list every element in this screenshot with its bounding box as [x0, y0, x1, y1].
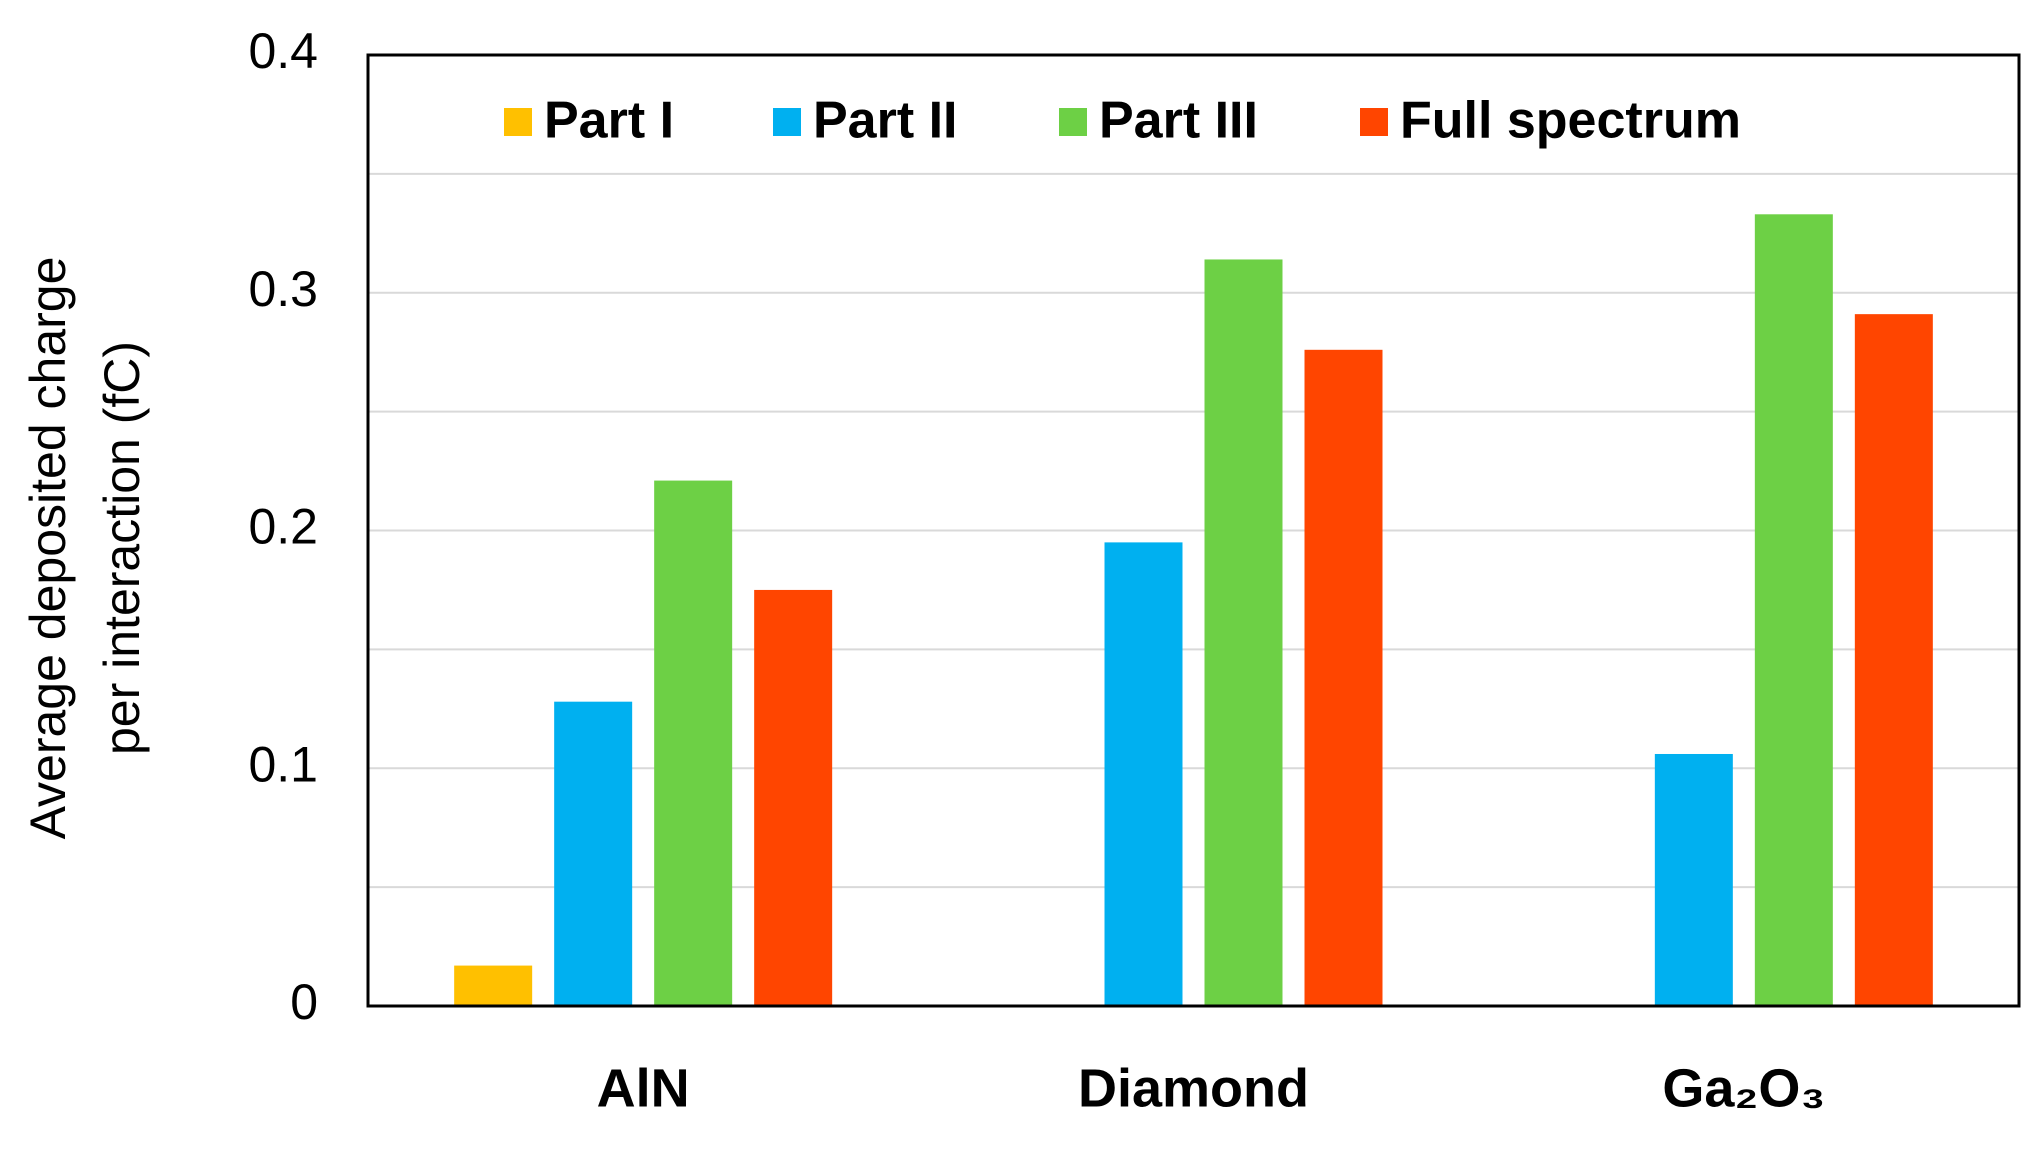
- legend-swatch: [773, 108, 801, 136]
- bar: [1104, 542, 1183, 1006]
- x-tick-label: Diamond: [1078, 1058, 1309, 1118]
- y-tick-label: 0.4: [248, 23, 318, 79]
- x-tick-label: AlN: [597, 1058, 690, 1118]
- bar: [654, 480, 733, 1006]
- legend-swatch: [1360, 108, 1388, 136]
- bar: [1754, 214, 1833, 1007]
- bar: [1654, 753, 1733, 1006]
- bar: [1304, 349, 1383, 1006]
- legend-label: Part I: [544, 92, 674, 150]
- y-tick-label: 0: [290, 974, 318, 1030]
- bar: [554, 701, 633, 1006]
- bar: [754, 589, 833, 1006]
- legend-label: Part III: [1099, 92, 1258, 150]
- bar: [1204, 259, 1283, 1007]
- legend-label: Full spectrum: [1400, 92, 1741, 150]
- legend-background: [415, 62, 1995, 170]
- y-axis-title: per interaction (fC): [94, 341, 150, 755]
- y-axis-title: Average deposited charge: [20, 257, 76, 840]
- y-tick-label: 0.3: [248, 261, 318, 317]
- plot-frame: [366, 53, 2021, 1008]
- y-tick-label: 0.1: [248, 736, 318, 792]
- legend-swatch: [1059, 108, 1087, 136]
- x-tick-label: Ga₂O₃: [1662, 1058, 1825, 1118]
- legend-swatch: [504, 108, 532, 136]
- legend-label: Part II: [813, 92, 958, 150]
- bar: [1854, 314, 1933, 1007]
- y-tick-label: 0.2: [248, 499, 318, 555]
- bar: [454, 965, 533, 1006]
